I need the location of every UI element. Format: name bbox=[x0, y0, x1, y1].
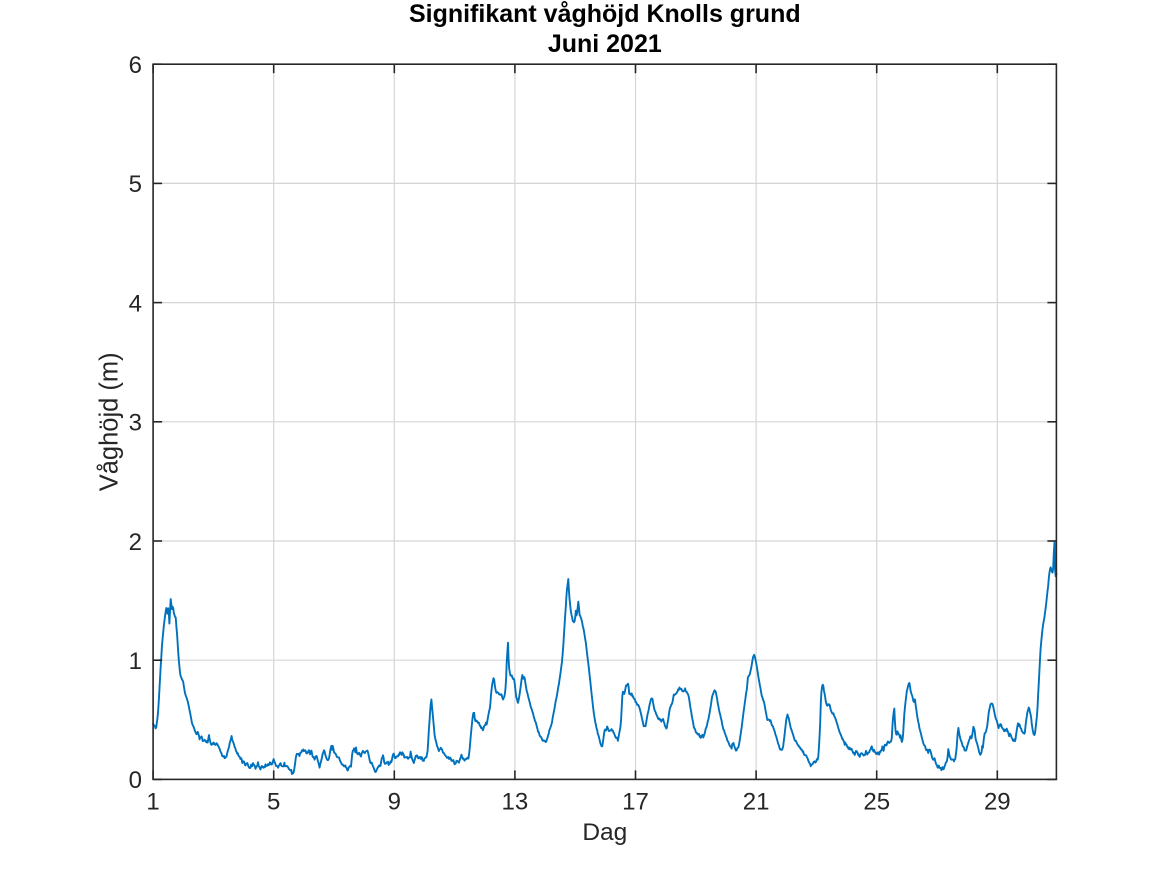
svg-text:Signifikant våghöjd Knolls gru: Signifikant våghöjd Knolls grund bbox=[409, 0, 801, 28]
svg-text:13: 13 bbox=[502, 789, 529, 816]
svg-text:Dag: Dag bbox=[582, 819, 627, 846]
svg-text:Juni 2021: Juni 2021 bbox=[548, 30, 662, 58]
svg-text:5: 5 bbox=[267, 789, 280, 816]
svg-text:1: 1 bbox=[129, 648, 142, 675]
svg-text:6: 6 bbox=[129, 52, 142, 79]
svg-text:9: 9 bbox=[388, 789, 401, 816]
svg-text:Våghöjd (m): Våghöjd (m) bbox=[96, 352, 124, 491]
svg-text:5: 5 bbox=[129, 171, 142, 198]
svg-text:25: 25 bbox=[863, 789, 890, 816]
svg-text:21: 21 bbox=[743, 789, 770, 816]
svg-text:17: 17 bbox=[622, 789, 649, 816]
svg-text:4: 4 bbox=[129, 290, 142, 317]
svg-text:3: 3 bbox=[129, 410, 142, 437]
svg-text:2: 2 bbox=[129, 529, 142, 556]
svg-text:1: 1 bbox=[146, 789, 159, 816]
svg-text:29: 29 bbox=[984, 789, 1011, 816]
svg-text:0: 0 bbox=[129, 767, 142, 794]
